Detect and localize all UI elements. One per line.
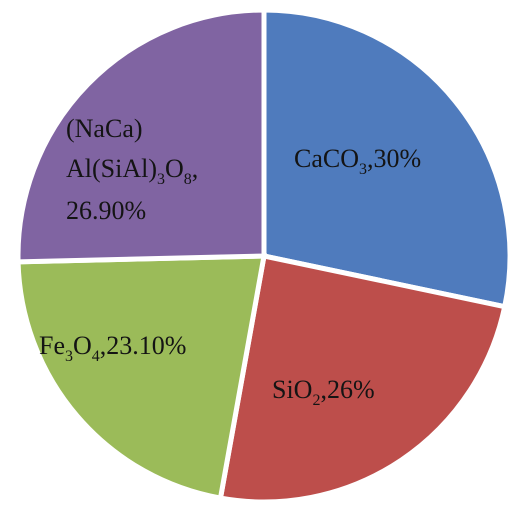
slice-label-sio2: SiO2,26% xyxy=(272,375,375,409)
slice-caco3 xyxy=(261,7,513,310)
slice-label-fe3o4: Fe3O4,23.10% xyxy=(39,331,186,365)
slice-fe3o4 xyxy=(15,253,268,502)
slice-label-caco3: CaCO3,30% xyxy=(294,144,421,178)
slice-naca-al-sial3o8 xyxy=(15,7,267,265)
pie-slices xyxy=(15,7,513,505)
slice-sio2 xyxy=(217,253,508,505)
slice-label-naca-al-sial3o8: (NaCa) Al(SiAl)3O8, 26.90% xyxy=(66,114,205,225)
